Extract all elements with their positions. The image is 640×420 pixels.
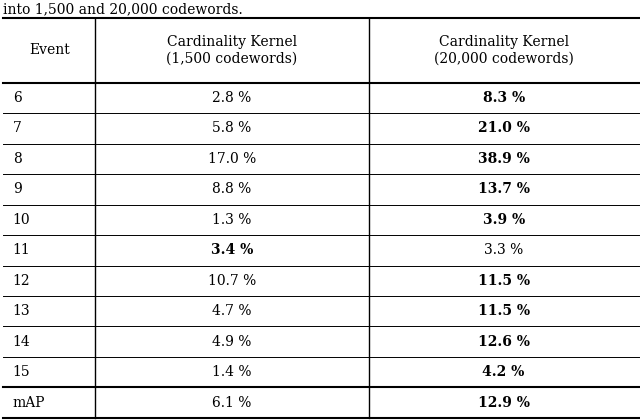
Text: 8.3 %: 8.3 % — [483, 91, 525, 105]
Text: 17.0 %: 17.0 % — [208, 152, 256, 166]
Text: 4.7 %: 4.7 % — [212, 304, 252, 318]
Text: 10.7 %: 10.7 % — [208, 274, 256, 288]
Text: 3.3 %: 3.3 % — [484, 243, 524, 257]
Text: 3.4 %: 3.4 % — [211, 243, 253, 257]
Text: into 1,500 and 20,000 codewords.: into 1,500 and 20,000 codewords. — [3, 2, 243, 16]
Text: 5.8 %: 5.8 % — [212, 121, 252, 135]
Text: 12.9 %: 12.9 % — [477, 396, 530, 410]
Text: 4.2 %: 4.2 % — [483, 365, 525, 379]
Text: 13: 13 — [13, 304, 31, 318]
Text: 11.5 %: 11.5 % — [477, 304, 530, 318]
Text: 21.0 %: 21.0 % — [477, 121, 530, 135]
Text: 6.1 %: 6.1 % — [212, 396, 252, 410]
Text: 12: 12 — [13, 274, 31, 288]
Text: 1.4 %: 1.4 % — [212, 365, 252, 379]
Text: 8.8 %: 8.8 % — [212, 182, 252, 196]
Text: 14: 14 — [13, 335, 31, 349]
Text: mAP: mAP — [13, 396, 45, 410]
Text: 10: 10 — [13, 213, 31, 227]
Text: Cardinality Kernel
(1,500 codewords): Cardinality Kernel (1,500 codewords) — [166, 35, 298, 66]
Text: 11.5 %: 11.5 % — [477, 274, 530, 288]
Text: 4.9 %: 4.9 % — [212, 335, 252, 349]
Text: 1.3 %: 1.3 % — [212, 213, 252, 227]
Text: 8: 8 — [13, 152, 22, 166]
Text: 12.6 %: 12.6 % — [477, 335, 530, 349]
Text: 15: 15 — [13, 365, 31, 379]
Text: 9: 9 — [13, 182, 22, 196]
Text: 11: 11 — [13, 243, 31, 257]
Text: Cardinality Kernel
(20,000 codewords): Cardinality Kernel (20,000 codewords) — [434, 35, 573, 66]
Text: 2.8 %: 2.8 % — [212, 91, 252, 105]
Text: 7: 7 — [13, 121, 22, 135]
Text: 6: 6 — [13, 91, 22, 105]
Text: 38.9 %: 38.9 % — [477, 152, 530, 166]
Text: 3.9 %: 3.9 % — [483, 213, 525, 227]
Text: Event: Event — [29, 43, 70, 58]
Text: 13.7 %: 13.7 % — [477, 182, 530, 196]
